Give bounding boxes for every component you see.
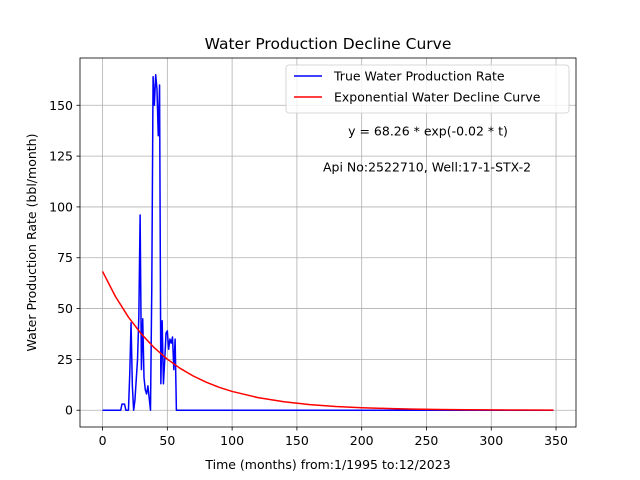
y-tick-label: 100 xyxy=(49,199,73,214)
x-tick-label: 200 xyxy=(350,433,374,448)
equation-annotation: y = 68.26 * exp(-0.02 * t) xyxy=(348,124,508,139)
x-tick-label: 350 xyxy=(544,433,568,448)
plot-area xyxy=(101,74,554,411)
x-tick-label: 100 xyxy=(220,433,244,448)
y-tick-label: 50 xyxy=(57,301,73,316)
y-tick-label: 25 xyxy=(57,352,73,367)
y-tick-label: 125 xyxy=(49,149,73,164)
chart-title: Water Production Decline Curve xyxy=(205,35,452,53)
y-axis-label: Water Production Rate (bbl/month) xyxy=(24,134,39,352)
x-tick-label: 0 xyxy=(99,433,107,448)
legend: True Water Production Rate Exponential W… xyxy=(285,64,570,114)
y-tick-label: 150 xyxy=(49,98,73,113)
y-tick-label: 0 xyxy=(65,403,73,418)
axis-ticks: 0 50 100 150 200 250 300 350 0 25 50 75 100 125 150 xyxy=(49,98,568,448)
grid xyxy=(80,58,576,427)
legend-frame xyxy=(285,64,570,114)
x-tick-label: 150 xyxy=(285,433,309,448)
well-annotation: Api No:2522710, Well:17-1-STX-2 xyxy=(323,160,531,175)
x-tick-label: 300 xyxy=(479,433,503,448)
y-tick-label: 75 xyxy=(57,250,73,265)
plot-frame xyxy=(79,57,577,428)
legend-label-true-production: True Water Production Rate xyxy=(333,69,505,84)
exponential-decline-line xyxy=(101,271,554,411)
legend-label-exponential-curve: Exponential Water Decline Curve xyxy=(334,90,541,105)
x-tick-label: 50 xyxy=(159,433,175,448)
true-production-line xyxy=(102,74,554,411)
x-axis-label: Time (months) from:1/1995 to:12/2023 xyxy=(204,457,450,472)
x-tick-label: 250 xyxy=(415,433,439,448)
